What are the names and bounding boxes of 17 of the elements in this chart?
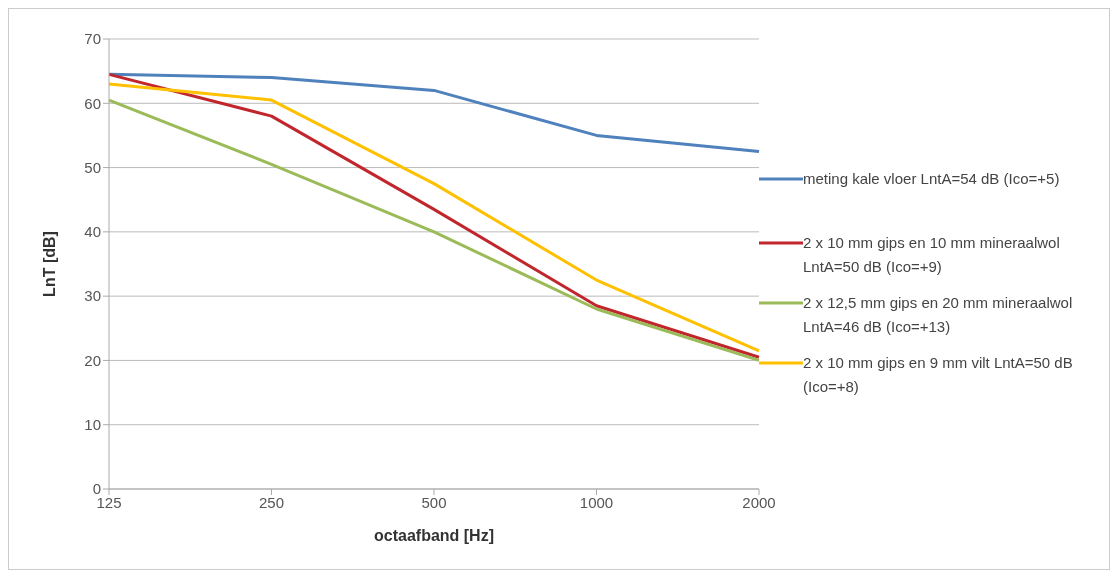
y-tick-label: 70: [84, 30, 101, 48]
legend-label: meting kale vloer LntA=54 dB (Ico=+5): [803, 169, 1060, 189]
y-tick-label: 20: [84, 351, 101, 369]
y-axis-title: LnT [dB]: [40, 231, 58, 297]
legend-label: 2 x 10 mm gips en 9 mm vilt LntA=50 dB (Ico=+8): [803, 353, 1074, 397]
legend-label: 2 x 10 mm gips en 10 mm mineraalwol LntA=50 dB (Ico=+9): [803, 233, 1061, 277]
x-tick-label: 500: [421, 493, 447, 511]
x-tick-label: 2000: [742, 493, 776, 511]
x-axis-title: octaafband [Hz]: [374, 527, 494, 544]
x-tick-label: 1000: [579, 493, 614, 511]
legend-label: 2 x 12,5 mm gips en 20 mm mineraalwol LntA=46 dB (Ico=+13): [803, 293, 1074, 337]
y-tick-label: 40: [84, 223, 101, 241]
y-tick-label: 50: [84, 158, 101, 176]
y-tick-label: 60: [84, 94, 101, 112]
x-tick-label: 250: [258, 493, 285, 511]
y-tick-label: 10: [84, 416, 101, 434]
y-tick-label: 30: [84, 287, 101, 305]
